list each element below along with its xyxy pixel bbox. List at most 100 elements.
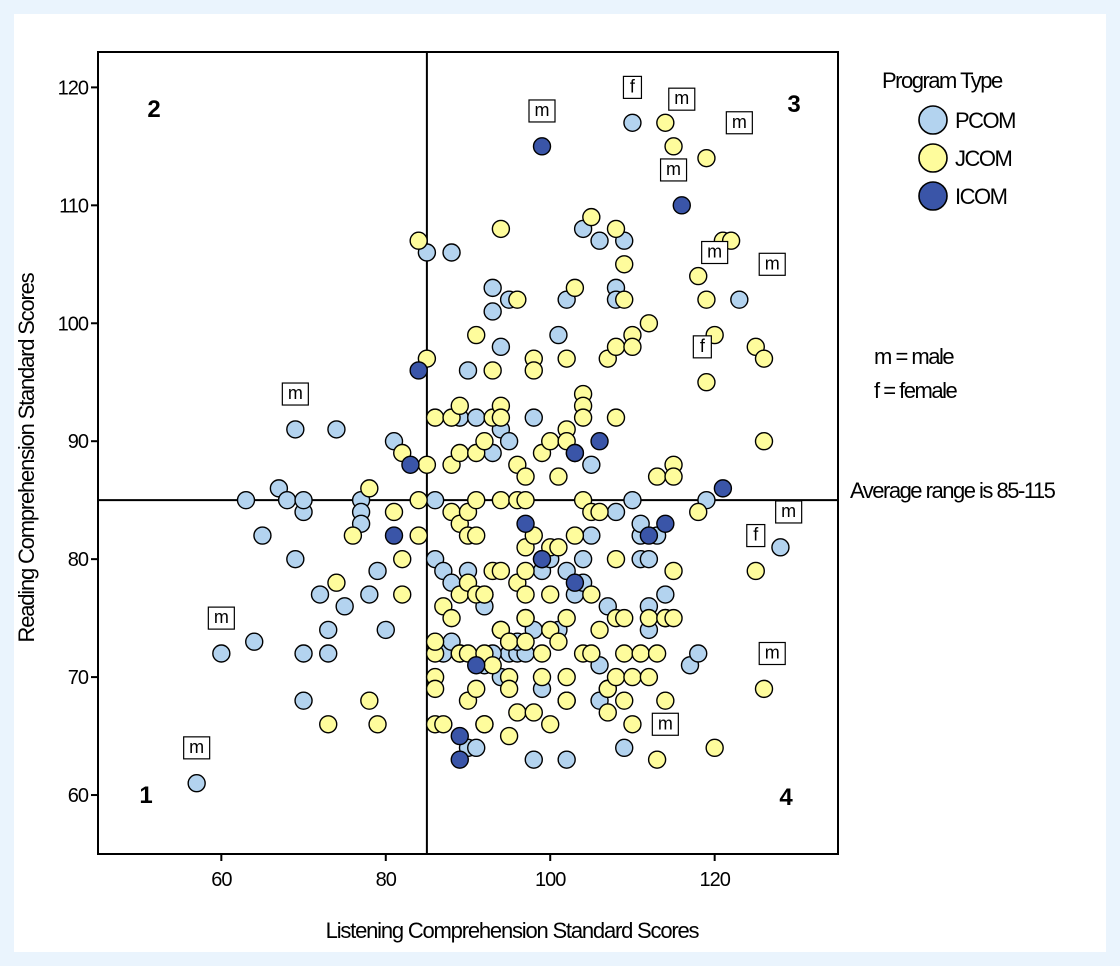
point-pcom <box>491 337 511 357</box>
point-pcom <box>319 644 338 663</box>
point-jcom <box>524 361 543 380</box>
point-jcom <box>664 137 683 156</box>
point-pcom <box>294 691 313 710</box>
point-pcom <box>771 538 790 557</box>
point-jcom <box>425 408 445 427</box>
point-pcom <box>656 585 675 604</box>
point-jcom <box>491 408 511 427</box>
point-pcom <box>458 361 478 380</box>
point-jcom <box>499 679 519 699</box>
point-jcom <box>524 703 543 722</box>
point-jcom <box>639 608 659 628</box>
point-jcom <box>483 361 502 380</box>
point-icom <box>565 443 585 463</box>
legend-marker-pcom <box>918 105 948 135</box>
x-tick-label: 60 <box>211 869 232 891</box>
point-jcom <box>491 219 511 239</box>
point-jcom <box>467 526 486 545</box>
point-jcom <box>689 502 708 522</box>
point-pcom <box>327 420 346 439</box>
point-jcom <box>549 538 568 557</box>
annotation-box <box>651 712 679 736</box>
point-jcom <box>360 691 379 710</box>
point-jcom <box>573 408 593 427</box>
point-jcom <box>565 278 585 298</box>
annotation-box <box>183 736 211 760</box>
point-pcom <box>590 231 609 250</box>
point-jcom <box>598 703 617 722</box>
point-pcom <box>623 490 642 510</box>
point-jcom <box>343 526 363 545</box>
point-jcom <box>532 667 552 687</box>
annotation-female: f <box>753 525 759 545</box>
point-jcom <box>664 467 683 486</box>
point-jcom <box>516 632 535 651</box>
point-jcom <box>631 644 650 663</box>
annotation-box <box>281 382 309 406</box>
point-jcom <box>615 290 634 309</box>
point-pcom <box>368 561 387 581</box>
point-jcom <box>639 667 659 687</box>
point-pcom <box>730 290 749 309</box>
quadrant-labels: 1 2 3 4 <box>139 91 800 811</box>
annotation-male: m <box>707 242 722 262</box>
gender-annotations: m m m m f m m m m m f m f m m <box>183 75 803 760</box>
point-jcom <box>664 561 683 581</box>
point-jcom <box>754 349 774 368</box>
point-jcom <box>475 585 494 604</box>
point-jcom <box>384 502 404 522</box>
point-icom <box>516 514 535 533</box>
point-pcom <box>376 620 395 640</box>
point-jcom <box>434 715 453 734</box>
point-jcom <box>516 608 535 628</box>
annotation-box <box>758 252 786 276</box>
annotation-box <box>622 75 643 99</box>
point-jcom <box>450 396 469 416</box>
point-jcom <box>582 585 601 604</box>
legend: Program Type PCOM JCOM ICOM <box>882 68 1017 211</box>
annotation-box <box>746 523 766 548</box>
point-jcom <box>491 561 511 581</box>
annotation-box <box>701 240 729 265</box>
point-pcom <box>557 750 576 769</box>
x-tick-label: 120 <box>699 869 730 891</box>
point-pcom <box>549 325 568 345</box>
annotation-box <box>659 158 688 182</box>
y-tick-label: 100 <box>58 313 89 335</box>
point-jcom <box>491 490 511 510</box>
point-jcom <box>623 667 642 687</box>
point-icom <box>450 750 469 769</box>
point-jcom <box>425 679 445 699</box>
point-icom <box>565 573 585 592</box>
legend-marker-jcom <box>918 143 948 173</box>
point-jcom <box>541 432 560 451</box>
x-tick-label: 100 <box>535 869 566 891</box>
legend-label-jcom: JCOM <box>955 146 1012 171</box>
point-icom <box>467 656 486 675</box>
point-pcom <box>310 585 330 604</box>
annotation-male: m <box>189 737 204 757</box>
point-pcom <box>606 502 626 522</box>
legend-title: Program Type <box>882 68 1003 93</box>
point-icom <box>532 549 552 569</box>
y-tick-label: 110 <box>59 195 89 217</box>
annotation-male: m <box>674 88 689 108</box>
legend-label-pcom: PCOM <box>955 108 1015 133</box>
point-jcom <box>697 148 716 168</box>
point-icom <box>672 196 691 215</box>
annotation-male: m <box>732 112 747 132</box>
point-jcom <box>516 467 535 486</box>
point-icom <box>401 455 420 474</box>
point-jcom <box>409 490 428 510</box>
legend-marker-icom <box>918 181 948 211</box>
point-jcom <box>606 219 626 239</box>
point-icom <box>656 514 675 533</box>
point-pcom <box>467 738 486 758</box>
y-tick-label: 90 <box>68 431 89 453</box>
point-jcom <box>417 455 437 474</box>
point-icom <box>532 137 552 156</box>
point-jcom <box>623 715 642 734</box>
point-jcom <box>467 490 486 510</box>
point-pcom <box>236 490 256 510</box>
point-pcom <box>524 408 543 427</box>
